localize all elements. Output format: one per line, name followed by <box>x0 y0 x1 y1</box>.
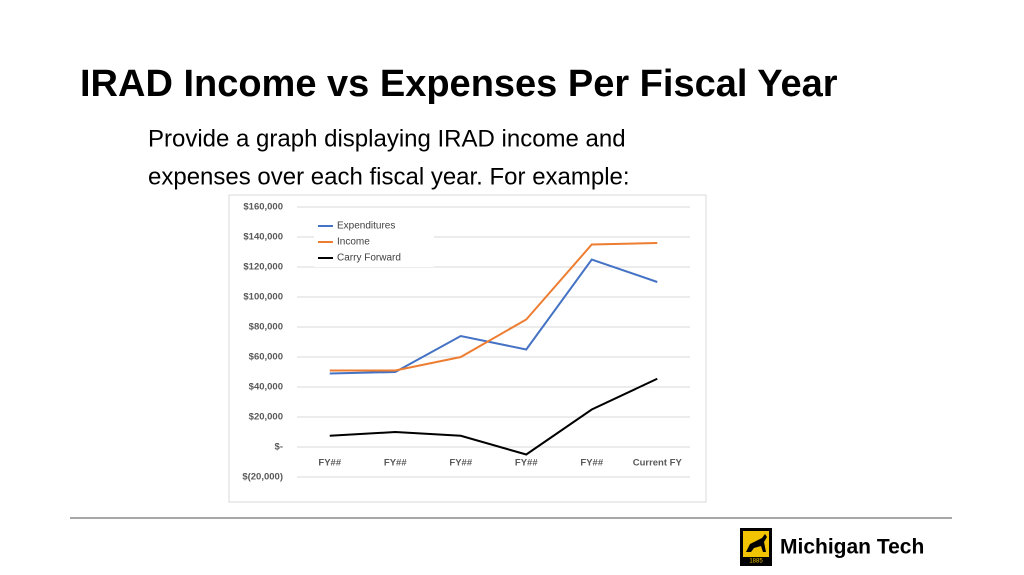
body-line: Provide a graph displaying IRAD income a… <box>148 125 626 152</box>
y-tick-label: $120,000 <box>243 262 283 273</box>
legend-label: Carry Forward <box>337 253 401 264</box>
y-tick-label: $80,000 <box>249 322 283 333</box>
logo-year: 1885 <box>749 559 763 565</box>
y-tick-label: $40,000 <box>249 382 283 393</box>
logo: 1885 Michigan Tech <box>740 528 924 566</box>
x-tick-label: FY## <box>318 458 341 469</box>
legend-label: Income <box>337 237 370 248</box>
y-tick-label: $140,000 <box>243 232 283 243</box>
logo-husky <box>746 534 767 552</box>
legend-label: Expenditures <box>337 221 395 232</box>
y-tick-label: $20,000 <box>249 412 283 423</box>
y-tick-label: $60,000 <box>249 352 283 363</box>
y-tick-label: $100,000 <box>243 292 283 303</box>
series-line <box>329 242 658 372</box>
y-tick-label: $- <box>275 442 283 453</box>
x-tick-label: FY## <box>515 458 538 469</box>
y-tick-label: $(20,000) <box>242 472 283 483</box>
x-tick-label: FY## <box>384 458 407 469</box>
y-tick-label: $160,000 <box>243 202 283 213</box>
logo-text: Michigan Tech <box>780 536 924 559</box>
x-tick-label: FY## <box>580 458 603 469</box>
slide-title: IRAD Income vs Expenses Per Fiscal Year <box>80 63 838 105</box>
series-line <box>329 258 658 375</box>
series-line <box>329 377 658 456</box>
legend-box <box>314 217 434 267</box>
x-tick-label: Current FY <box>633 458 683 469</box>
x-tick-label: FY## <box>449 458 472 469</box>
chart-frame <box>228 194 707 503</box>
body-line: expenses over each fiscal year. For exam… <box>148 163 630 190</box>
